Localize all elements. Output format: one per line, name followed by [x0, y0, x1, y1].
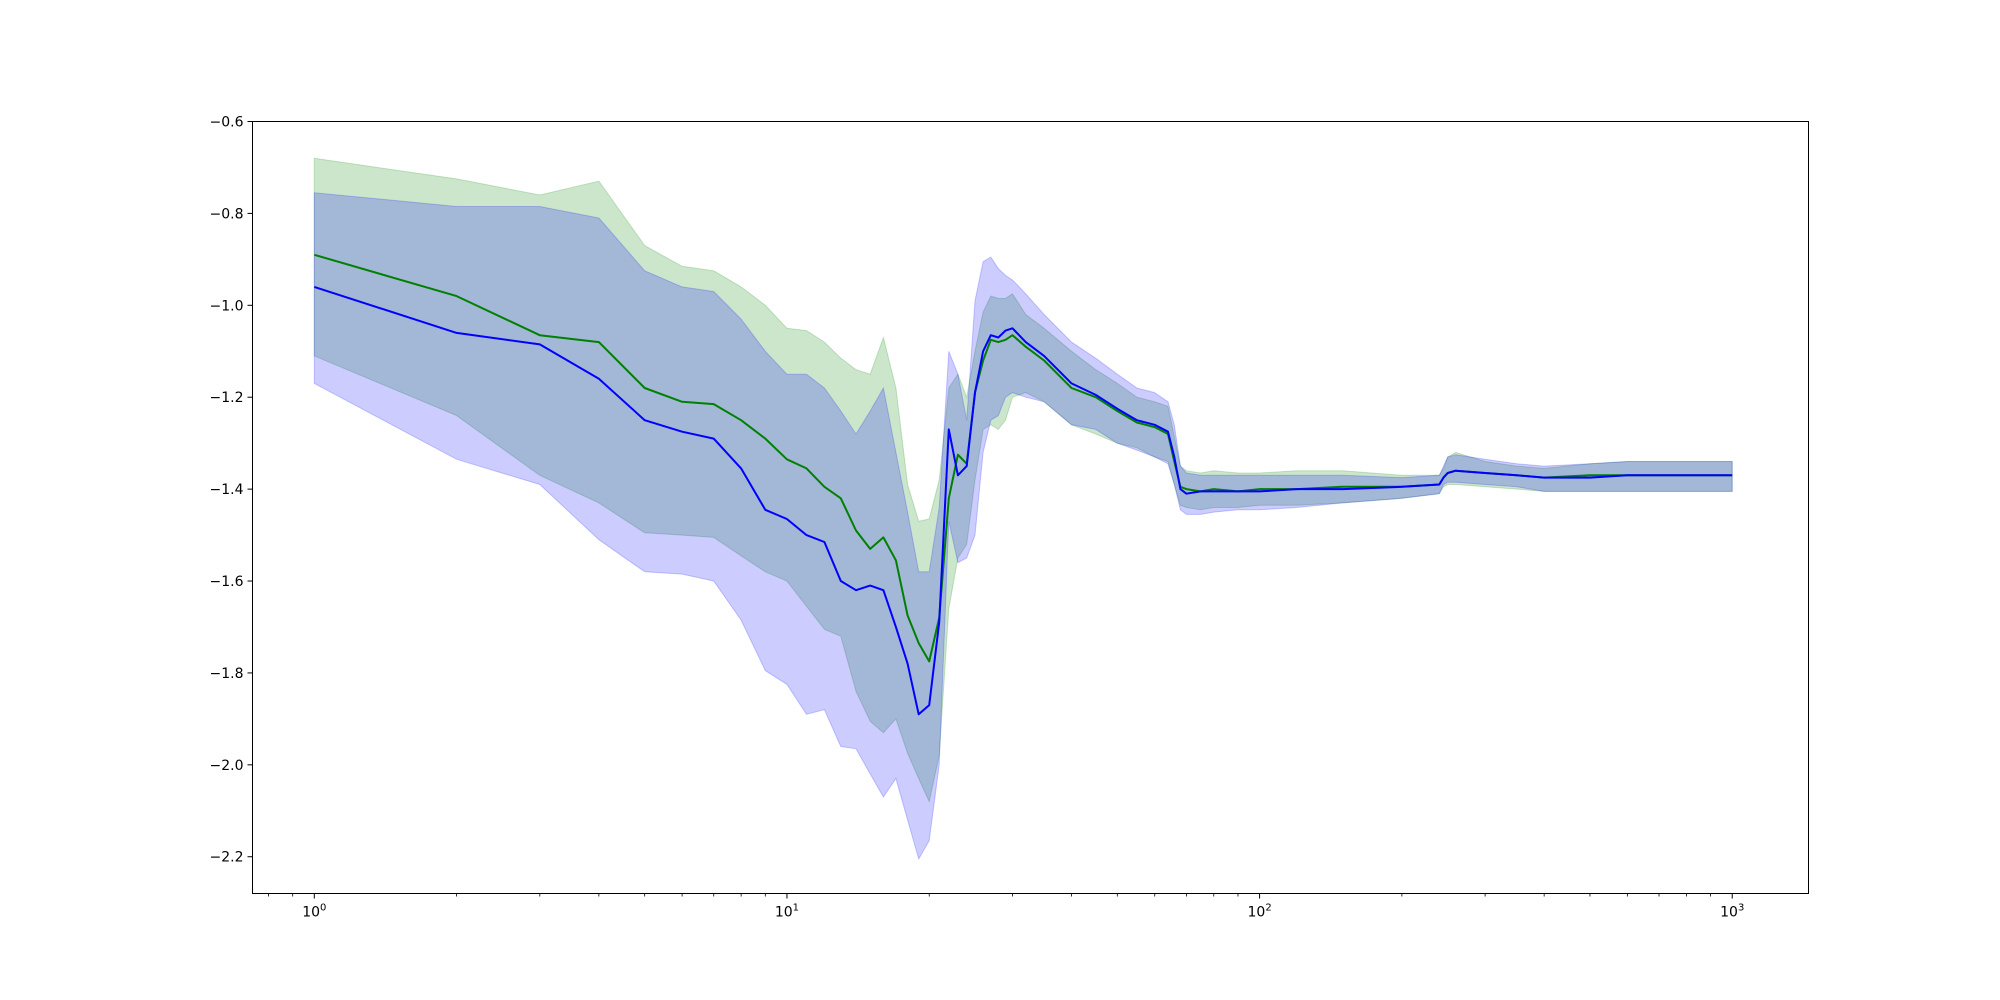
y-tick-label: −0.6 — [210, 115, 244, 131]
y-tick-label: −2.0 — [210, 758, 244, 774]
y-tick-label: −1.4 — [210, 482, 244, 498]
y-tick-label: −2.2 — [210, 850, 244, 866]
series-2-line — [313, 285, 1733, 716]
x-tick-label: 103 — [1720, 903, 1744, 921]
y-tick-label: −1.6 — [210, 574, 244, 590]
y-tick-label: −1.2 — [210, 390, 244, 406]
y-tick-label: −1.8 — [210, 666, 244, 682]
x-tick-label: 100 — [302, 903, 326, 921]
x-tick-label: 102 — [1247, 903, 1271, 921]
y-axis: −0.6 −0.8 −1.0 −1.2 −1.4 −1.6 −1.8 −2.0 −2.2 — [210, 115, 253, 866]
x-tick-label: 101 — [775, 903, 799, 921]
series-2-band — [313, 192, 1733, 861]
confidence-bands — [313, 157, 1733, 861]
y-tick-label: −0.8 — [210, 206, 244, 222]
series-lines — [313, 253, 1733, 716]
series-1-band — [313, 157, 1733, 804]
y-tick-label: −1.0 — [210, 298, 244, 314]
plot-frame — [252, 121, 1809, 894]
x-axis: 100 101 102 103 — [268, 893, 1744, 921]
